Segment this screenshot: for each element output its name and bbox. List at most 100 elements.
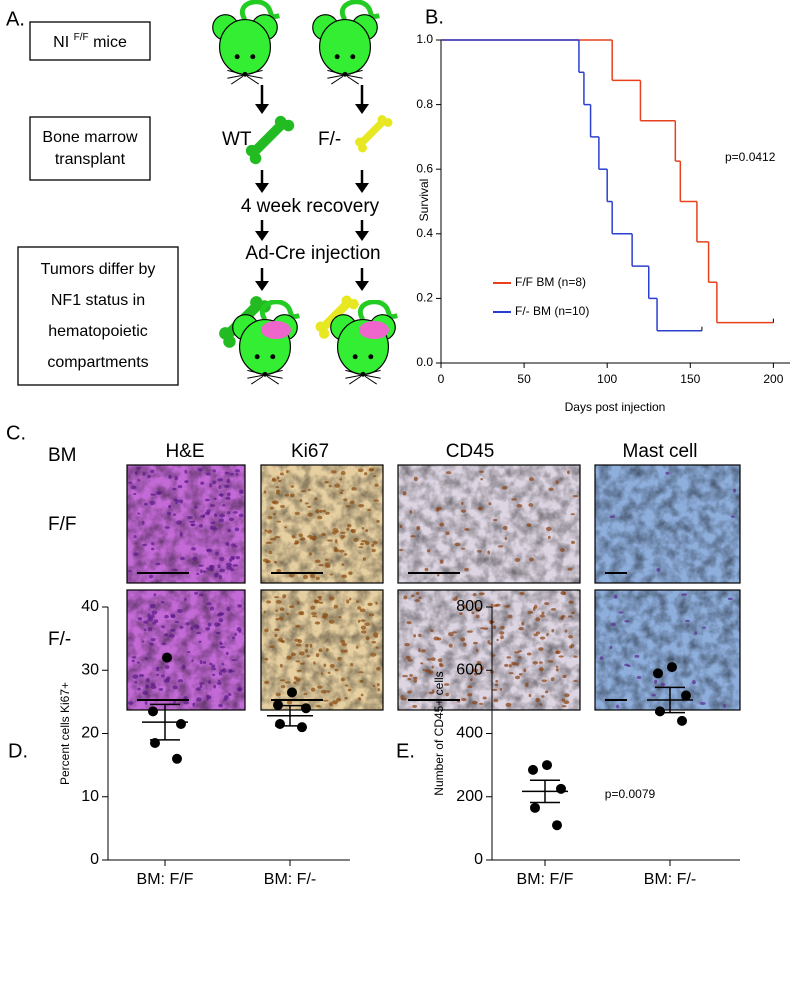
nucleus	[337, 656, 342, 661]
nucleus	[185, 622, 190, 626]
nucleus	[179, 532, 183, 537]
nucleus	[460, 509, 467, 513]
nucleus	[293, 681, 297, 685]
nucleus	[168, 504, 172, 509]
nucleus	[225, 651, 229, 656]
nucleus	[218, 575, 222, 580]
nucleus	[634, 654, 640, 658]
nucleus	[179, 556, 185, 561]
nucleus	[208, 564, 215, 570]
nucleus	[504, 663, 509, 668]
nucleus	[235, 473, 239, 476]
nucleus	[401, 674, 408, 678]
nucleus	[360, 693, 364, 697]
nucleus	[294, 511, 300, 516]
nucleus	[280, 505, 285, 509]
nucleus	[285, 470, 289, 474]
nucleus	[268, 550, 273, 555]
nucleus	[368, 469, 375, 472]
y-axis-label: Survival	[417, 179, 431, 222]
micrograph-frame	[260, 589, 384, 711]
nucleus	[555, 665, 559, 668]
mouse-icon	[213, 2, 279, 84]
box-text: NI F/F mice	[53, 28, 127, 51]
nucleus	[548, 487, 554, 491]
nucleus	[516, 504, 523, 508]
nucleus	[564, 693, 570, 698]
nucleus	[209, 662, 213, 666]
nucleus	[224, 484, 230, 489]
nucleus	[210, 521, 216, 525]
nucleus	[218, 485, 222, 490]
nucleus	[359, 679, 364, 683]
nucleus	[284, 681, 291, 684]
nucleus	[350, 662, 354, 667]
nucleus	[134, 681, 138, 684]
nucleus	[538, 647, 544, 651]
nucleus	[150, 469, 155, 474]
nucleus	[133, 492, 137, 495]
nucleus	[226, 478, 231, 484]
nucleus	[213, 684, 217, 689]
nucleus	[528, 557, 534, 562]
data-point	[653, 668, 663, 679]
nucleus	[340, 649, 346, 653]
nucleus	[147, 613, 151, 618]
nucleus	[376, 682, 380, 687]
nucleus	[317, 515, 323, 520]
nucleus	[341, 563, 345, 566]
nucleus	[399, 548, 403, 552]
nucleus	[264, 657, 269, 661]
nucleus	[160, 674, 165, 678]
nucleus	[225, 562, 232, 567]
nucleus	[488, 502, 492, 506]
y-tick-label: 600	[456, 661, 483, 678]
nucleus	[171, 487, 177, 491]
nucleus	[533, 633, 539, 637]
nucleus	[413, 634, 417, 638]
nucleus	[372, 684, 376, 688]
nucleus	[660, 682, 666, 687]
nucleus	[335, 530, 340, 533]
nucleus	[308, 552, 313, 556]
nucleus	[182, 664, 186, 669]
nucleus	[164, 665, 170, 670]
nucleus	[334, 546, 338, 551]
nucleus	[517, 650, 523, 653]
nucleus	[702, 626, 706, 629]
data-point	[275, 719, 285, 730]
nucleus	[476, 607, 481, 611]
nucleus	[314, 600, 320, 604]
nucleus	[521, 621, 525, 626]
nucleus	[348, 597, 352, 601]
nucleus	[137, 617, 143, 621]
nucleus	[321, 689, 327, 694]
nucleus	[329, 596, 335, 601]
nucleus	[331, 470, 337, 474]
nucleus	[290, 652, 296, 657]
nucleus	[141, 640, 145, 643]
nucleus	[426, 658, 432, 661]
nucleus	[333, 604, 338, 609]
nucleus	[399, 524, 403, 529]
nucleus	[144, 700, 148, 705]
nucleus	[364, 540, 370, 545]
nucleus	[344, 697, 348, 700]
nucleus	[528, 693, 532, 698]
nucleus	[462, 604, 467, 609]
nucleus	[190, 523, 196, 527]
nucleus	[274, 628, 280, 631]
x-tick-label: BM: F/-	[644, 871, 696, 888]
nucleus	[141, 543, 148, 547]
nucleus	[436, 573, 440, 577]
donor-label: WT	[222, 129, 252, 150]
nucleus	[328, 484, 332, 488]
nucleus	[282, 594, 287, 599]
nucleus	[196, 697, 202, 702]
nucleus	[148, 574, 154, 579]
nucleus	[502, 525, 508, 530]
nucleus	[142, 690, 149, 696]
nucleus	[206, 567, 210, 570]
nucleus	[528, 503, 534, 507]
nucleus	[226, 607, 231, 612]
